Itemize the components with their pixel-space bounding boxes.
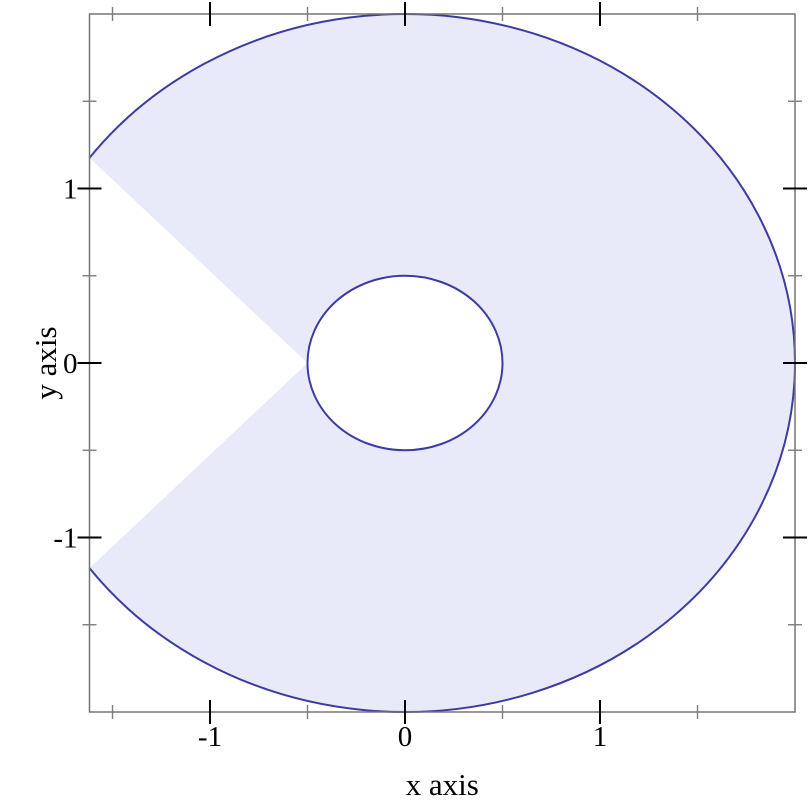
x-tick-label: -1	[198, 721, 222, 753]
x-tick-label: 1	[593, 721, 608, 753]
y-tick-label: 1	[63, 174, 78, 206]
y-tick-label: 0	[63, 348, 78, 380]
x-axis-label: x axis	[406, 767, 479, 802]
inner-circle	[306, 274, 504, 452]
region-fill	[89, 13, 796, 713]
y-axis-label: y axis	[28, 326, 63, 399]
y-tick-label: -1	[53, 523, 77, 555]
x-tick-label: 0	[398, 721, 413, 753]
